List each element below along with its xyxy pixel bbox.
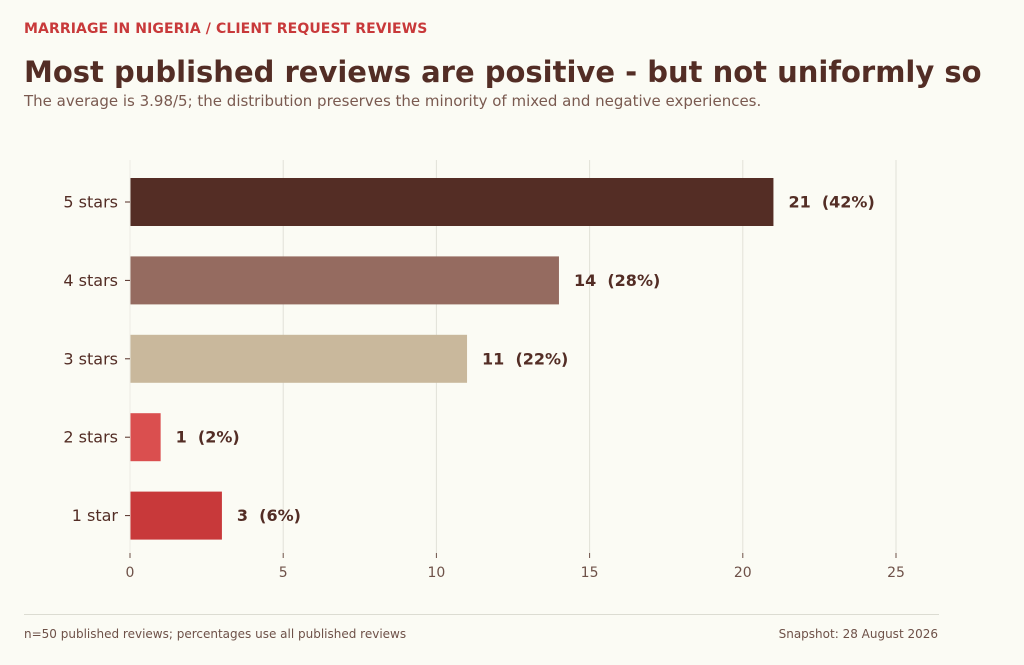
axes: 0 5 10 15 20 25 5 stars 4 stars 3 stars 2 stars 1 … xyxy=(63,160,905,581)
footer-divider xyxy=(24,614,939,615)
bar-2-stars xyxy=(130,413,161,462)
data-label-3-stars: 11 (22%) xyxy=(482,349,568,368)
footer-snapshot: Snapshot: 28 August 2026 xyxy=(778,627,938,641)
kicker: MARRIAGE IN NIGERIA / CLIENT REQUEST REV… xyxy=(24,21,428,37)
footer-note: n=50 published reviews; percentages use … xyxy=(24,627,407,641)
page-subtitle: The average is 3.98/5; the distribution … xyxy=(24,92,762,110)
x-tick-label-0: 0 xyxy=(126,565,135,581)
x-tick-label-20: 20 xyxy=(734,565,752,581)
data-label-4-stars: 14 (28%) xyxy=(574,271,660,290)
bar-3-stars xyxy=(130,334,468,383)
bars xyxy=(130,178,774,540)
y-tick-label-5-stars: 5 stars xyxy=(63,193,118,212)
data-label-2-stars: 1 (2%) xyxy=(176,428,240,447)
bar-chart: 0 5 10 15 20 25 5 stars 4 stars 3 stars 2 stars 1 … xyxy=(63,160,905,581)
x-tick-label-5: 5 xyxy=(279,565,288,581)
x-tick-label-10: 10 xyxy=(427,565,445,581)
data-label-1-star: 3 (6%) xyxy=(237,506,301,525)
x-tick-label-25: 25 xyxy=(887,565,905,581)
bar-1-star xyxy=(130,491,222,540)
bar-5-stars xyxy=(130,178,774,226)
page-title: Most published reviews are positive - bu… xyxy=(24,55,982,89)
y-tick-label-3-stars: 3 stars xyxy=(63,349,118,368)
data-labels: 21 (42%) 14 (28%) 11 (22%) 1 (2%) 3 (6%) xyxy=(176,193,875,526)
data-label-5-stars: 21 (42%) xyxy=(788,193,874,212)
bar-4-stars xyxy=(130,256,559,305)
y-tick-label-2-stars: 2 stars xyxy=(63,428,118,447)
y-tick-label-1-star: 1 star xyxy=(72,506,119,525)
y-tick-label-4-stars: 4 stars xyxy=(63,271,118,290)
x-tick-label-15: 15 xyxy=(581,565,599,581)
